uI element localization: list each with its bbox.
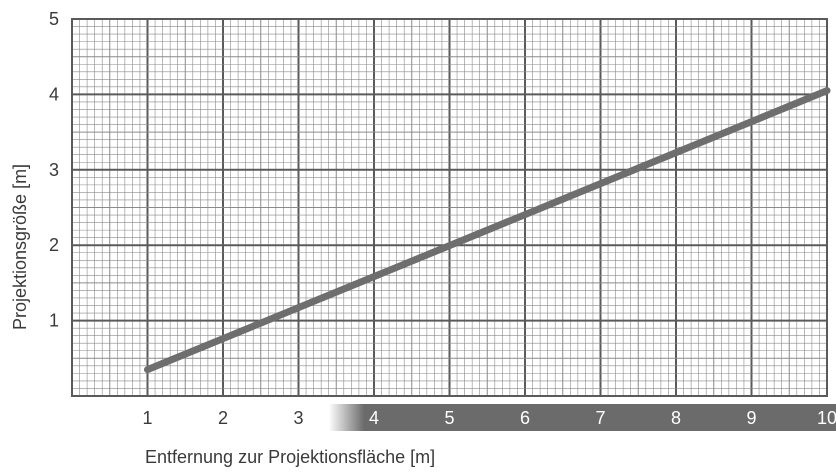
x-tick-label: 5	[444, 408, 454, 428]
x-tick-label: 8	[671, 408, 681, 428]
x-tick-label: 7	[595, 408, 605, 428]
y-tick-label: 5	[49, 9, 59, 29]
y-tick-label: 2	[49, 235, 59, 255]
x-axis-highlight-band	[328, 404, 836, 431]
x-axis-label: Entfernung zur Projektionsfläche [m]	[145, 447, 435, 467]
highlight-band-layer	[328, 404, 836, 431]
series-line-0	[144, 87, 831, 374]
y-tick-label: 4	[49, 84, 59, 104]
x-tick-label: 9	[746, 408, 756, 428]
x-tick-label: 6	[520, 408, 530, 428]
x-tick-label: 1	[142, 408, 152, 428]
y-tick-label: 3	[49, 160, 59, 180]
x-tick-label: 10	[817, 408, 836, 428]
series-layer	[144, 87, 831, 374]
x-tick-label: 4	[369, 408, 379, 428]
plot-frame	[71, 18, 828, 397]
y-tick-label: 1	[49, 311, 59, 331]
x-tick-labels: 1 2 3 4 5 6 7 8 9 10	[142, 408, 836, 428]
x-tick-label: 3	[293, 408, 303, 428]
y-tick-labels: 1 2 3 4 5	[49, 9, 59, 331]
x-tick-label: 2	[218, 408, 228, 428]
grid	[71, 18, 828, 397]
y-axis-label: Projektionsgröße [m]	[10, 164, 30, 330]
